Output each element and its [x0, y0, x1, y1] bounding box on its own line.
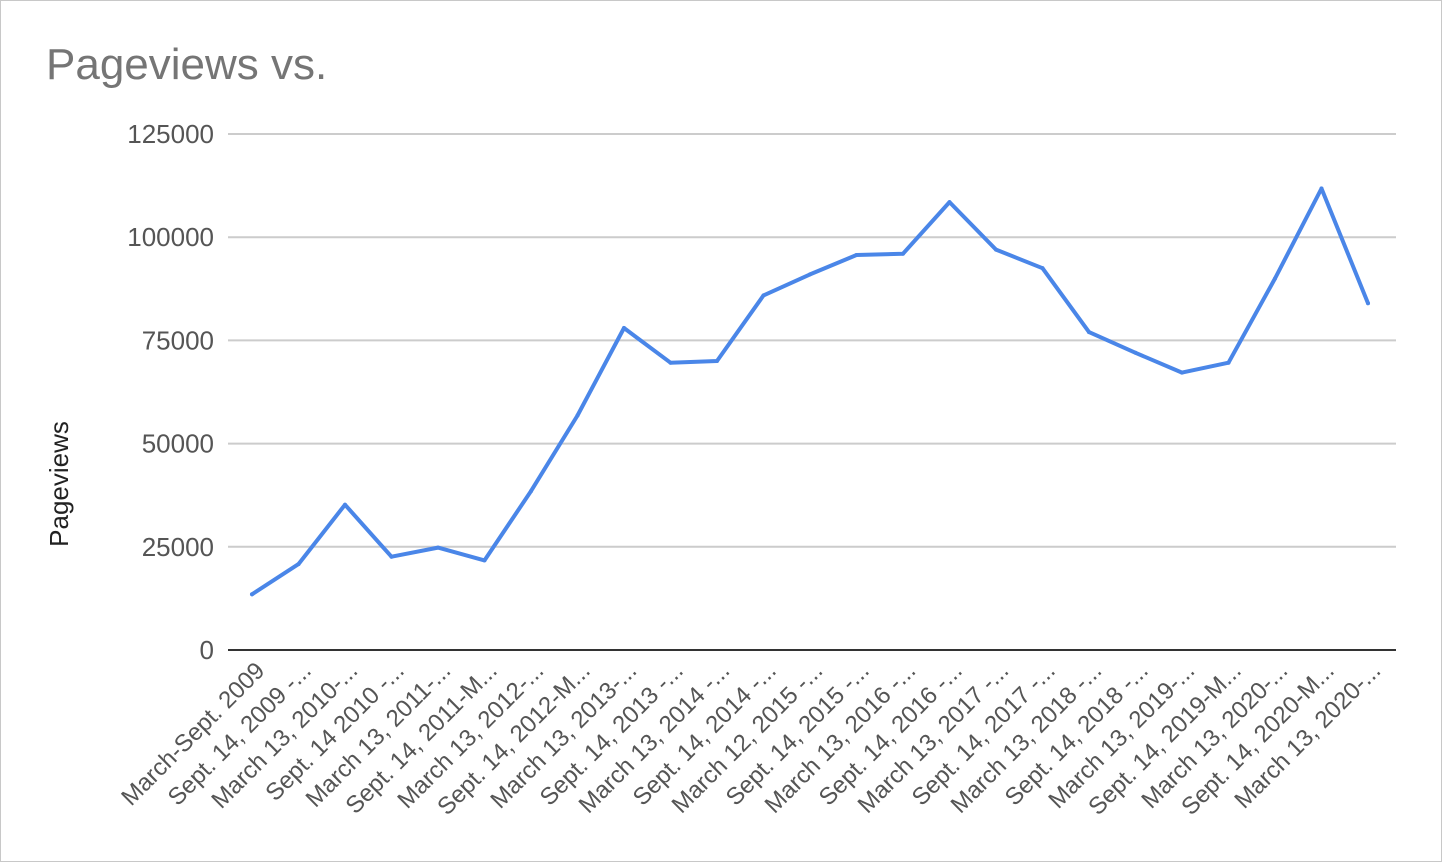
data-point	[482, 558, 487, 563]
data-point	[575, 413, 580, 418]
data-point	[343, 502, 347, 507]
data-point	[1273, 276, 1277, 281]
data-point	[1180, 370, 1184, 375]
data-point	[1226, 360, 1231, 365]
data-point	[1319, 186, 1324, 191]
data-point	[296, 562, 301, 567]
data-point	[250, 592, 254, 597]
data-points	[250, 186, 1370, 597]
data-point	[436, 545, 440, 550]
chart-title: Pageviews vs.	[46, 40, 328, 89]
y-tick-label: 125000	[127, 119, 214, 149]
data-point	[808, 272, 812, 277]
y-axis-title: Pageviews	[44, 421, 74, 547]
data-point	[715, 359, 719, 364]
y-tick-label: 75000	[142, 325, 214, 355]
y-tick-label: 0	[200, 635, 214, 665]
data-point	[1040, 266, 1045, 271]
gridlines	[228, 133, 1396, 548]
data-point	[389, 554, 394, 559]
data-point	[622, 326, 626, 331]
data-point	[1133, 350, 1138, 355]
data-point	[947, 200, 952, 205]
y-axis-ticks: 0 25000 50000 75000 100000 125000	[127, 119, 214, 665]
series-line	[250, 186, 1370, 597]
y-tick-label: 100000	[127, 222, 214, 252]
data-point	[1087, 330, 1091, 335]
data-point	[854, 252, 859, 257]
y-tick-label: 50000	[142, 429, 214, 459]
data-point	[1366, 301, 1370, 306]
data-point	[529, 489, 533, 494]
data-point	[761, 293, 766, 298]
data-point	[668, 360, 673, 365]
y-tick-label: 25000	[142, 532, 214, 562]
data-point	[994, 247, 998, 252]
data-point	[901, 251, 905, 256]
